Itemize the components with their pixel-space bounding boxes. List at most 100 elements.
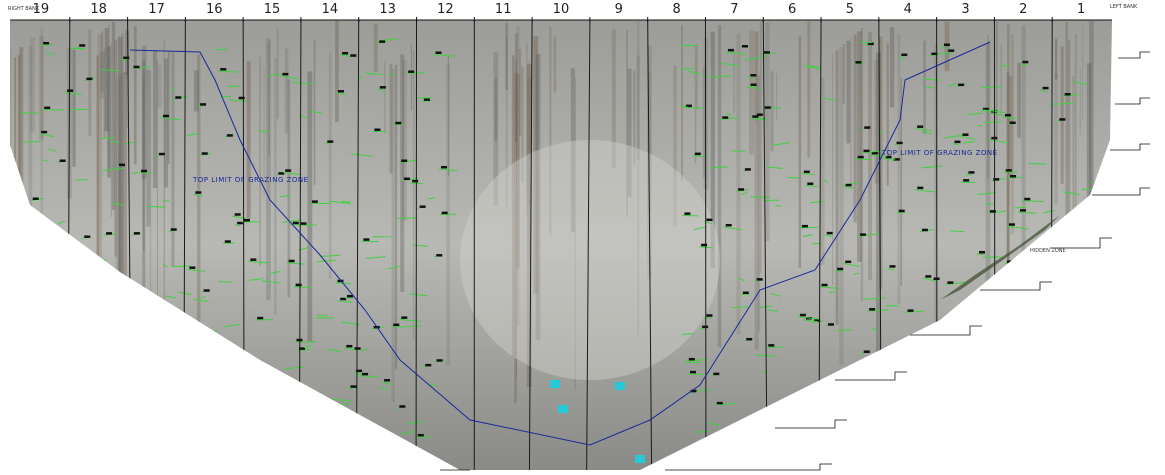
stain-streak	[836, 50, 839, 325]
crack-mark	[750, 197, 770, 198]
crack-tag	[25, 352, 31, 355]
stain-streak	[157, 60, 158, 345]
crack-tag	[289, 260, 295, 263]
crack-mark	[684, 108, 703, 109]
stain-streak	[168, 51, 170, 164]
block-joint	[994, 20, 995, 475]
crack-tag	[200, 103, 206, 106]
crack-mark	[1045, 235, 1057, 236]
crack-tag	[804, 171, 810, 174]
crack-mark	[231, 354, 244, 356]
crack-tag	[987, 401, 993, 404]
marker	[558, 405, 568, 413]
crack-mark	[391, 327, 403, 328]
crack-tag	[713, 373, 719, 376]
crack-tag	[695, 153, 701, 156]
crack-tag	[41, 131, 47, 134]
stain-streak	[247, 61, 251, 219]
crack-mark	[941, 391, 959, 394]
crack-mark	[167, 372, 184, 374]
crack-tag	[726, 224, 732, 227]
block-number: 7	[730, 2, 738, 17]
block-number: 19	[33, 2, 50, 17]
crack-tag	[171, 228, 177, 231]
stain-streak	[1061, 46, 1064, 183]
crack-tag	[1022, 61, 1028, 64]
crack-tag	[408, 70, 414, 73]
crack-tag	[362, 373, 368, 376]
crack-tag	[395, 122, 401, 125]
crack-tag	[948, 49, 954, 52]
crack-tag	[1024, 198, 1030, 201]
stain-streak	[1055, 39, 1057, 80]
crack-tag	[901, 54, 907, 57]
crack-tag	[963, 179, 969, 182]
crack-mark	[81, 338, 88, 341]
stain-streak	[923, 41, 926, 135]
stain-streak	[19, 47, 23, 314]
crack-mark	[1069, 250, 1083, 251]
stain-streak	[1017, 63, 1021, 138]
crack-tag	[855, 61, 861, 64]
crack-tag	[917, 187, 923, 190]
crack-tag	[1043, 87, 1049, 90]
crack-mark	[829, 292, 836, 293]
crack-tag	[437, 359, 443, 362]
crack-tag	[189, 266, 195, 269]
crack-tag	[968, 171, 974, 174]
crack-tag	[827, 232, 833, 235]
crack-tag	[947, 281, 953, 284]
crack-tag	[958, 84, 964, 87]
crack-tag	[251, 392, 257, 395]
crack-mark	[923, 424, 936, 426]
crack-tag	[869, 308, 875, 311]
crack-tag	[824, 430, 830, 433]
stain-streak	[413, 50, 415, 339]
crack-mark	[52, 307, 74, 308]
crack-tag	[374, 128, 380, 131]
stain-streak	[1009, 76, 1013, 175]
crack-mark	[1017, 268, 1036, 271]
crack-mark	[1065, 241, 1083, 242]
crack-tag	[43, 285, 49, 288]
crack-tag	[138, 378, 144, 381]
crack-tag	[379, 40, 385, 43]
stain-streak	[799, 36, 801, 268]
crack-tag	[44, 107, 50, 110]
block-number: 14	[322, 2, 339, 17]
stain-streak	[384, 61, 386, 132]
crack-mark	[93, 326, 97, 328]
block-number: 18	[90, 2, 107, 17]
crack-tag	[97, 427, 103, 430]
crack-tag	[195, 191, 201, 194]
crack-tag	[961, 335, 967, 338]
stain-streak	[736, 34, 740, 335]
crack-tag	[943, 388, 949, 391]
stain-streak	[277, 29, 279, 119]
crack-tag	[159, 153, 165, 156]
crack-mark	[263, 418, 278, 419]
crack-mark	[41, 288, 50, 290]
crack-mark	[393, 124, 403, 125]
crack-mark	[281, 406, 286, 407]
crack-tag	[925, 275, 931, 278]
crack-mark	[822, 433, 843, 435]
stain-streak	[696, 44, 697, 110]
crack-mark	[35, 248, 54, 251]
crack-tag	[837, 268, 843, 271]
crack-mark	[1073, 279, 1085, 280]
crack-tag	[822, 284, 828, 287]
crack-mark	[233, 389, 243, 392]
crack-tag	[745, 168, 751, 171]
crack-tag	[312, 200, 318, 203]
stain-streak	[1068, 40, 1070, 263]
crack-mark	[923, 397, 931, 398]
crack-mark	[289, 427, 302, 428]
stain-streak	[868, 32, 872, 280]
crack-mark	[103, 284, 117, 285]
stain-streak	[890, 27, 894, 107]
crack-tag	[350, 54, 356, 57]
crack-mark	[342, 201, 351, 202]
block-number: 15	[264, 2, 281, 17]
crack-tag	[1010, 122, 1016, 125]
